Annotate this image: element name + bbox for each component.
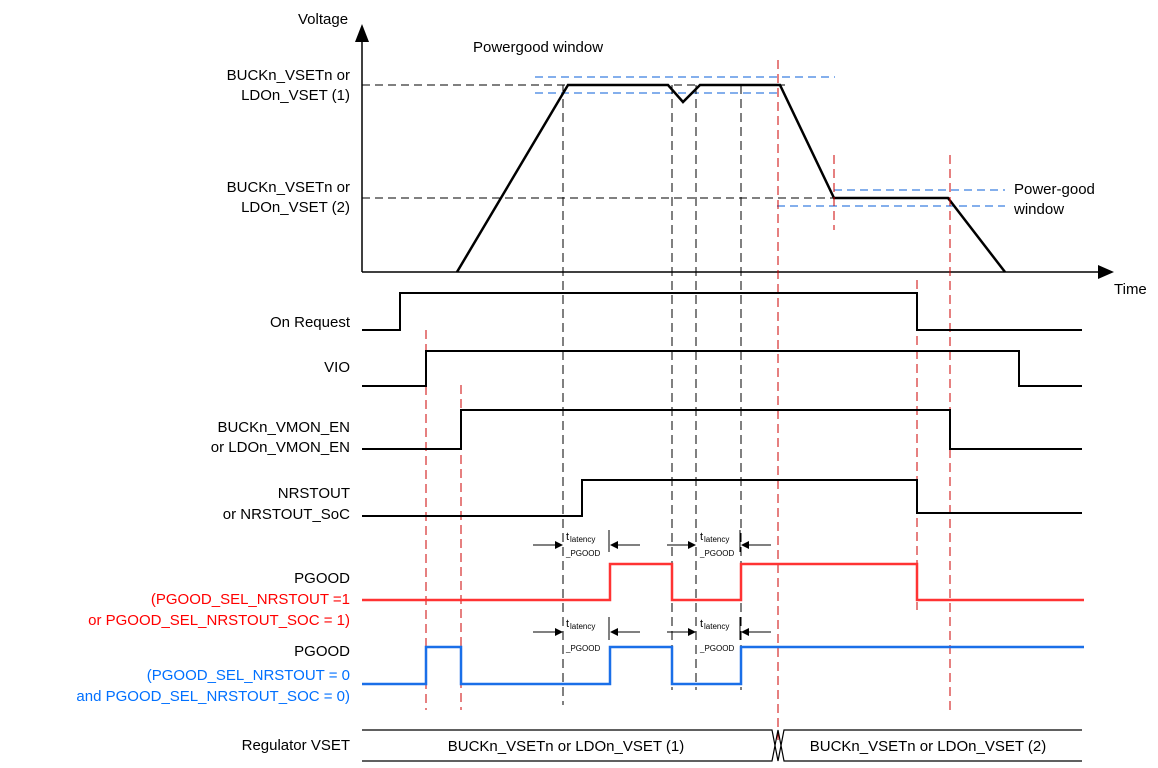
- event-markers: [425, 60, 951, 740]
- latency-subscript-pgood: _PGOOD: [565, 644, 600, 653]
- x-axis-label: Time: [1114, 281, 1147, 298]
- nrstout-waveform: [362, 479, 1082, 517]
- latency-subscript: latency: [704, 622, 729, 631]
- bus-segment-2-label: BUCKn_VSETn or LDOn_VSET (2): [810, 738, 1046, 755]
- level2-label-line2: LDOn_VSET (2): [241, 199, 350, 216]
- latency-annotation-4: t latency _PGOOD: [667, 617, 771, 653]
- latency-annotation-2: t latency _PGOOD: [667, 530, 771, 558]
- regulator-vset-label: Regulator VSET: [242, 737, 350, 754]
- latency-subscript-pgood: _PGOOD: [565, 549, 600, 558]
- power-good-window-label-line2: window: [1013, 201, 1064, 218]
- regulator-vset-bus: Regulator VSET BUCKn_VSETn or LDOn_VSET …: [242, 729, 1082, 762]
- latency-annotation-1: t latency _PGOOD: [533, 530, 640, 558]
- y-axis-arrow-icon: [355, 24, 369, 42]
- bus-upper-edge: [362, 729, 1082, 762]
- latency-subscript-pgood: _PGOOD: [699, 549, 734, 558]
- level1-label-line1: BUCKn_VSETn or: [227, 67, 350, 84]
- on-request-waveform: [362, 292, 1082, 331]
- latency-subscript: latency: [570, 535, 595, 544]
- pgood-nrstout-waveform: [362, 562, 1084, 602]
- vio-label: VIO: [324, 359, 350, 376]
- vmon-en-waveform: [362, 409, 1082, 450]
- pgood-nrstout-name: PGOOD: [294, 570, 350, 587]
- pgood-direct-cond-line2: and PGOOD_SEL_NRSTOUT_SOC = 0): [76, 688, 350, 705]
- bus-lower-edge: [362, 729, 1082, 762]
- latency-subscript: latency: [704, 535, 729, 544]
- latency-symbol: t: [566, 531, 569, 543]
- latency-symbol: t: [700, 618, 703, 630]
- latency-annotation-3: t latency _PGOOD: [533, 617, 640, 653]
- bus-segment-1-label: BUCKn_VSETn or LDOn_VSET (1): [448, 738, 684, 755]
- nrstout-label-line1: NRSTOUT: [278, 485, 350, 502]
- pgood-nrstout-cond-line2: or PGOOD_SEL_NRSTOUT_SOC = 1): [88, 612, 350, 629]
- latency-subscript: latency: [570, 622, 595, 631]
- latency-symbol: t: [700, 531, 703, 543]
- on-request-label: On Request: [270, 314, 351, 331]
- power-good-window-label-line1: Power-good: [1014, 181, 1095, 198]
- pgood-direct-waveform: [362, 645, 1084, 686]
- pgood-nrstout-cond-line1: (PGOOD_SEL_NRSTOUT =1: [151, 591, 350, 608]
- nrstout-label-line2: or NRSTOUT_SoC: [223, 506, 350, 523]
- x-axis-arrow-icon: [1098, 265, 1114, 279]
- latency-subscript-pgood: _PGOOD: [699, 644, 734, 653]
- voltage-waveform: [455, 83, 1006, 273]
- pgood-direct-cond-line1: (PGOOD_SEL_NRSTOUT = 0: [147, 667, 350, 684]
- latency-symbol: t: [566, 618, 569, 630]
- powergood-window-label: Powergood window: [473, 39, 603, 56]
- digital-signals: On Request VIO BUCKn_VMON_EN or LDOn_VMO…: [76, 292, 1084, 705]
- latency-annotations: t latency _PGOOD t latency _PGOOD t late…: [533, 530, 771, 653]
- axes: Voltage Time: [298, 11, 1147, 298]
- voltage-plot: Powergood window BUCKn_VSETn or LDOn_VSE…: [227, 39, 1095, 273]
- vio-waveform: [362, 350, 1082, 387]
- level2-label-line1: BUCKn_VSETn or: [227, 179, 350, 196]
- vmon-en-label-line1: BUCKn_VMON_EN: [217, 419, 350, 436]
- y-axis-label: Voltage: [298, 11, 348, 28]
- vmon-en-label-line2: or LDOn_VMON_EN: [211, 439, 350, 456]
- level1-label-line2: LDOn_VSET (1): [241, 87, 350, 104]
- pgood-direct-name: PGOOD: [294, 643, 350, 660]
